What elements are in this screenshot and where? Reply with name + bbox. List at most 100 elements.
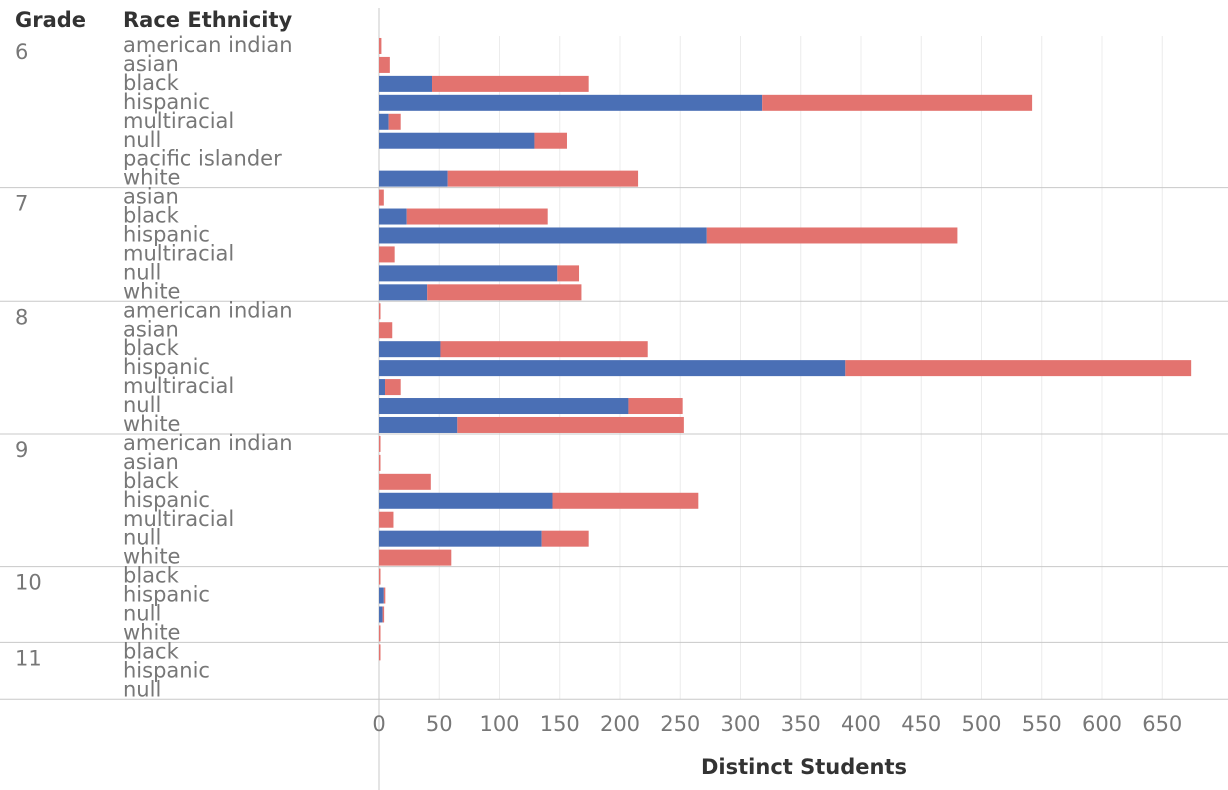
race-label: multiracial [123,109,234,133]
race-label: hispanic [123,583,210,607]
bar-segment[interactable] [379,265,558,282]
race-label: multiracial [123,507,234,531]
race-label: american indian [123,33,293,57]
bar-segment[interactable] [379,208,407,225]
race-label: black [123,564,180,588]
race-label: asian [123,450,179,474]
bar-segment[interactable] [379,94,763,111]
bar-segment[interactable] [534,132,567,149]
bar-segment[interactable] [552,492,699,509]
bar-segment[interactable] [379,511,394,528]
race-label: null [123,128,161,152]
race-label: null [123,260,161,284]
race-label: black [123,336,180,360]
bar-segment[interactable] [845,360,1192,377]
race-header: Race Ethnicity [123,8,293,32]
grade-label: 6 [15,40,28,64]
bar-segment[interactable] [382,606,385,623]
bar-segment[interactable] [432,75,589,92]
x-tick-label: 400 [841,712,881,736]
bar-segment[interactable] [379,587,384,604]
bar-segment[interactable] [379,568,381,585]
bar-segment[interactable] [379,246,395,263]
grade-label: 11 [15,646,42,670]
race-label: white [123,412,180,436]
x-tick-label: 500 [961,712,1001,736]
race-label: black [123,639,180,663]
bar-segment[interactable] [379,473,431,490]
x-tick-label: 450 [901,712,941,736]
bar-segment[interactable] [379,284,428,301]
bar-segment[interactable] [379,379,386,396]
bar-segment[interactable] [379,227,707,244]
bar-segment[interactable] [379,360,846,377]
bar-segment[interactable] [379,416,458,433]
bar-segment[interactable] [628,398,683,415]
race-label: hispanic [123,488,210,512]
bar-segment[interactable] [427,284,582,301]
bar-segment[interactable] [457,416,684,433]
bar-segment[interactable] [385,379,401,396]
bar-segment[interactable] [379,170,448,187]
grade-label: 9 [15,438,28,462]
race-label: hispanic [123,223,210,247]
bar-segment[interactable] [388,113,401,130]
race-label: asian [123,317,179,341]
bar-segment[interactable] [379,322,393,339]
bar-segment[interactable] [379,75,433,92]
bar-segment[interactable] [379,113,389,130]
x-tick-label: 300 [720,712,760,736]
bar-segment[interactable] [379,644,381,661]
bar-segment[interactable] [379,56,390,73]
bar-segment[interactable] [440,341,648,358]
race-label: hispanic [123,355,210,379]
race-label: multiracial [123,374,234,398]
x-tick-label: 150 [540,712,580,736]
race-label: american indian [123,298,293,322]
x-tick-label: 200 [600,712,640,736]
race-label: black [123,204,180,228]
bar-segment[interactable] [379,435,381,452]
bar-segment[interactable] [379,606,383,623]
race-label: pacific islander [123,147,282,171]
bar-segment[interactable] [406,208,548,225]
bar-segment[interactable] [379,492,553,509]
bar-segment[interactable] [379,398,629,415]
bar-segment[interactable] [379,189,384,206]
bar-segment[interactable] [762,94,1033,111]
bar-segment[interactable] [379,303,381,320]
x-tick-label: 550 [1022,712,1062,736]
bar-segment[interactable] [706,227,958,244]
x-tick-label: 100 [479,712,519,736]
bar-segment[interactable] [379,37,382,54]
bar-segment[interactable] [379,625,381,642]
grade-label: 8 [15,305,28,329]
bar-segment[interactable] [379,132,535,149]
x-tick-label: 600 [1082,712,1122,736]
race-label: black [123,469,180,493]
x-tick-label: 50 [426,712,453,736]
race-label: asian [123,185,179,209]
race-label: white [123,545,180,569]
x-tick-label: 0 [372,712,385,736]
bar-segment[interactable] [541,530,589,547]
race-label: white [123,166,180,190]
race-label: american indian [123,431,293,455]
race-label: white [123,620,180,644]
bar-segment[interactable] [379,454,381,471]
grade-label: 10 [15,571,42,595]
grade-header: Grade [15,8,86,32]
race-label: multiracial [123,241,234,265]
bar-segment[interactable] [383,587,386,604]
x-axis-title: Distinct Students [701,755,907,779]
x-tick-label: 250 [660,712,700,736]
bar-segment[interactable] [447,170,639,187]
bar-segment[interactable] [557,265,580,282]
bar-segment[interactable] [379,549,452,566]
bar-segment[interactable] [379,341,441,358]
bar-segment[interactable] [379,530,542,547]
race-label: null [123,393,161,417]
race-label: null [123,677,161,701]
race-label: asian [123,52,179,76]
